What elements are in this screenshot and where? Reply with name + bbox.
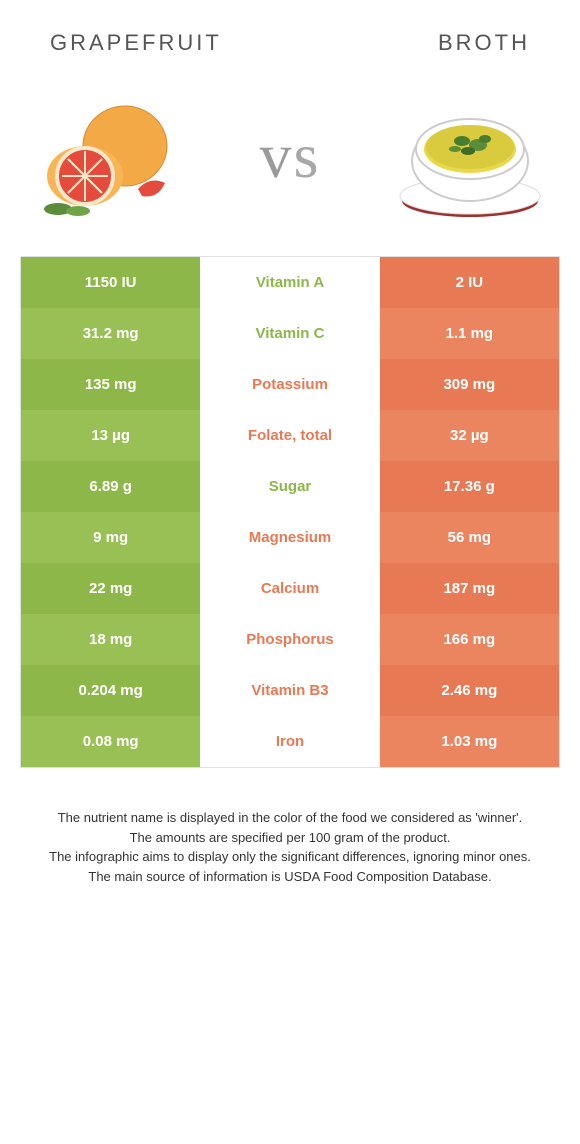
left-value: 31.2 mg bbox=[21, 308, 200, 359]
right-value: 187 mg bbox=[380, 563, 559, 614]
left-value: 0.204 mg bbox=[21, 665, 200, 716]
table-row: 0.204 mgVitamin B32.46 mg bbox=[21, 665, 559, 716]
footer-line-2: The amounts are specified per 100 gram o… bbox=[30, 828, 550, 848]
vs-row: vs bbox=[0, 76, 580, 256]
header-row: Grapefruit Broth bbox=[0, 0, 580, 76]
nutrient-label: Vitamin C bbox=[200, 308, 379, 359]
right-value: 1.1 mg bbox=[380, 308, 559, 359]
table-row: 6.89 gSugar17.36 g bbox=[21, 461, 559, 512]
right-value: 17.36 g bbox=[380, 461, 559, 512]
left-value: 13 µg bbox=[21, 410, 200, 461]
left-value: 22 mg bbox=[21, 563, 200, 614]
nutrient-label: Vitamin A bbox=[200, 257, 379, 308]
nutrient-label: Magnesium bbox=[200, 512, 379, 563]
left-value: 6.89 g bbox=[21, 461, 200, 512]
table-row: 135 mgPotassium309 mg bbox=[21, 359, 559, 410]
right-value: 2.46 mg bbox=[380, 665, 559, 716]
nutrient-label: Folate, total bbox=[200, 410, 379, 461]
nutrient-label: Potassium bbox=[200, 359, 379, 410]
right-value: 56 mg bbox=[380, 512, 559, 563]
footer-notes: The nutrient name is displayed in the co… bbox=[0, 768, 580, 916]
left-value: 1150 IU bbox=[21, 257, 200, 308]
footer-line-4: The main source of information is USDA F… bbox=[30, 867, 550, 887]
left-value: 0.08 mg bbox=[21, 716, 200, 767]
right-value: 309 mg bbox=[380, 359, 559, 410]
nutrient-label: Vitamin B3 bbox=[200, 665, 379, 716]
nutrient-label: Iron bbox=[200, 716, 379, 767]
table-row: 31.2 mgVitamin C1.1 mg bbox=[21, 308, 559, 359]
right-value: 32 µg bbox=[380, 410, 559, 461]
footer-line-1: The nutrient name is displayed in the co… bbox=[30, 808, 550, 828]
left-value: 135 mg bbox=[21, 359, 200, 410]
grapefruit-image bbox=[30, 86, 190, 226]
left-value: 18 mg bbox=[21, 614, 200, 665]
nutrient-label: Sugar bbox=[200, 461, 379, 512]
vs-label: vs bbox=[260, 119, 321, 193]
infographic-container: Grapefruit Broth vs bbox=[0, 0, 580, 916]
footer-line-3: The infographic aims to display only the… bbox=[30, 847, 550, 867]
nutrient-label: Phosphorus bbox=[200, 614, 379, 665]
table-row: 1150 IUVitamin A2 IU bbox=[21, 257, 559, 308]
table-row: 13 µgFolate, total32 µg bbox=[21, 410, 559, 461]
right-value: 2 IU bbox=[380, 257, 559, 308]
right-value: 1.03 mg bbox=[380, 716, 559, 767]
broth-image bbox=[390, 86, 550, 226]
table-row: 22 mgCalcium187 mg bbox=[21, 563, 559, 614]
right-value: 166 mg bbox=[380, 614, 559, 665]
left-value: 9 mg bbox=[21, 512, 200, 563]
table-row: 18 mgPhosphorus166 mg bbox=[21, 614, 559, 665]
table-row: 0.08 mgIron1.03 mg bbox=[21, 716, 559, 767]
header-left: Grapefruit bbox=[50, 30, 222, 56]
nutrient-table: 1150 IUVitamin A2 IU31.2 mgVitamin C1.1 … bbox=[20, 256, 560, 768]
table-row: 9 mgMagnesium56 mg bbox=[21, 512, 559, 563]
header-right: Broth bbox=[438, 30, 530, 56]
nutrient-label: Calcium bbox=[200, 563, 379, 614]
